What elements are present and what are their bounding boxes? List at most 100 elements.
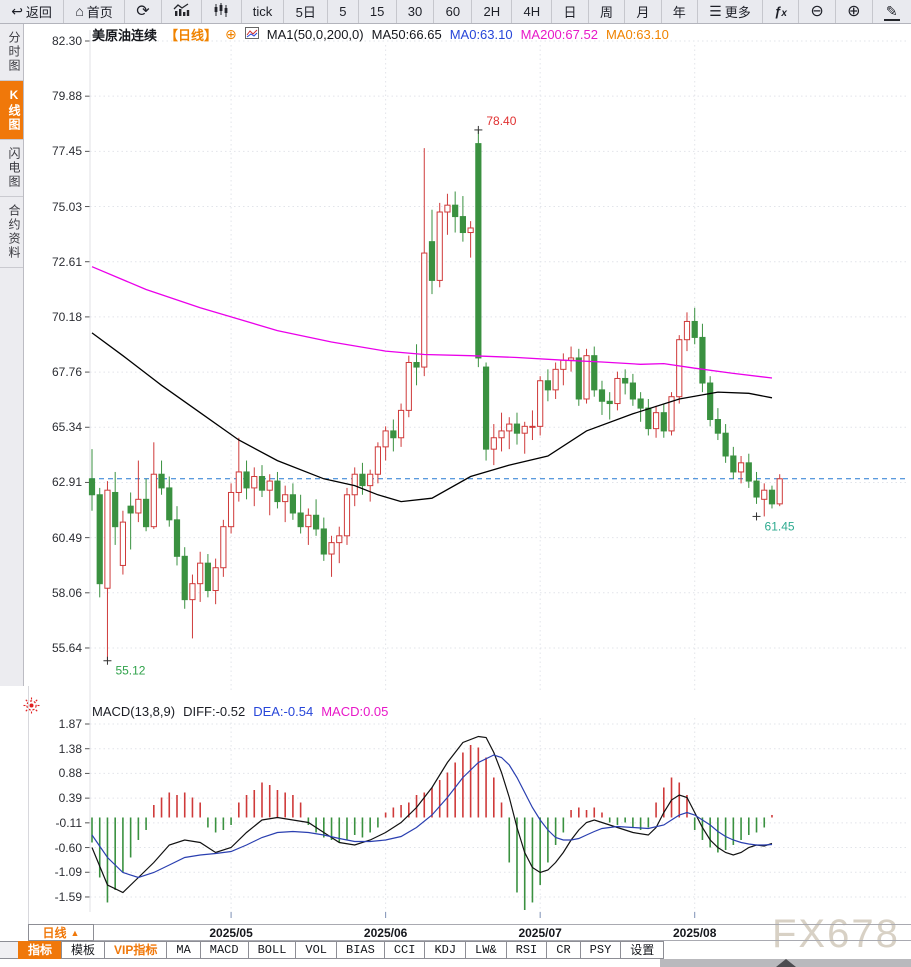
tab-BIAS[interactable]: BIAS [336,941,385,959]
tab-MA[interactable]: MA [166,941,201,959]
toolbar-button-label: tick [252,4,273,19]
bottom-scroll-strip[interactable] [660,959,911,967]
zoom-in-icon: ⊕ [847,2,861,20]
toolbar-button-period-year[interactable]: 年 [662,0,698,23]
MA200-line [91,266,773,379]
left-gutter-divider [28,686,29,924]
toolbar-button-label: 日 [563,5,577,20]
bar-chart-icon [173,3,190,20]
toolbar-button-fx[interactable]: ƒx [763,0,800,23]
toolbar-button-period-60[interactable]: 60 [434,0,473,23]
toolbar-button-label: 更多 [724,5,751,20]
draw-icon: ✎ [883,3,900,21]
toolbar-button-draw[interactable]: ✎ [873,0,911,23]
candle-chart-icon [213,3,229,20]
macd-diff-value: DIFF:-0.52 [183,703,246,719]
indicator-tab-bar: 指标 模板 VIP指标 MA MACD BOLL VOL BIAS CCI KDJ LW& RSI CR… [0,941,665,959]
svg-text:55.12: 55.12 [115,664,145,678]
period-tag: 【日线】 [165,27,218,43]
date-axis-row: 日线 ▲ [28,924,911,941]
back-icon: ↩ [11,3,23,19]
toolbar-button-period-2h[interactable]: 2H [472,0,513,23]
toolbar-button-candle-chart[interactable] [202,0,242,23]
tab-RSI[interactable]: RSI [505,941,548,959]
chart-type-icon[interactable] [244,26,259,42]
ma-settings: MA1(50,0,200,0) [266,26,364,42]
candlestick-series [88,129,783,661]
period-selector-label: 日线 [42,926,67,940]
toolbar-button-refresh[interactable]: ⟳ [125,0,162,23]
tab-bar-spacer [0,941,19,959]
add-indicator-icon[interactable]: ⊕ [225,25,237,42]
toolbar-button-more[interactable]: ☰ 更多 [698,0,763,23]
macd-macd-value: MACD:0.05 [321,703,389,719]
more-icon: ☰ [709,3,722,19]
toolbar-button-label: 首页 [86,5,113,20]
sidebar-item-contract-info[interactable]: 合约资料 [0,197,23,268]
tab-指标[interactable]: 指标 [18,941,63,959]
toolbar-button-label: 30 [407,4,423,19]
toolbar-button-tick[interactable]: tick [242,0,285,23]
toolbar-button-label: 60 [445,4,461,19]
fx-icon: ƒx [774,4,787,19]
period-dropdown-arrow: ▲ [70,927,80,938]
home-icon: ⌂ [75,3,84,19]
toolbar-button-label: 5 [339,4,347,19]
tab-CCI[interactable]: CCI [383,941,426,959]
DIFF-line [91,735,773,894]
tab-BOLL[interactable]: BOLL [247,941,297,959]
toolbar-button-home[interactable]: ⌂ 首页 [64,0,126,23]
tab-模板[interactable]: 模板 [61,941,106,959]
chart-type-sidebar: 分时图 K线图 闪电图 合约资料 [0,24,24,686]
toolbar-button-zoom-in[interactable]: ⊕ [836,0,873,23]
ma0-blue-value: MA0:63.10 [449,26,513,42]
top-toolbar: ↩ 返回 ⌂ 首页 ⟳ tick 5日 5 15 30 60 2H 4H 日周月年 ☰ 更多 ƒx ⊖ ⊕ ✎ [0,0,911,24]
toolbar-button-period-5d[interactable]: 5日 [284,0,329,23]
toolbar-button-period-week[interactable]: 周 [589,0,626,23]
tab-KDJ[interactable]: KDJ [424,941,467,959]
toolbar-button-period-15[interactable]: 15 [359,0,397,23]
sidebar-item-time-chart[interactable]: 分时图 [0,24,23,81]
toolbar-button-label: 4H [523,4,541,19]
toolbar-button-label: 返回 [25,5,52,20]
toolbar-button-label: 5日 [295,5,316,20]
tab-VIP指标[interactable]: VIP指标 [104,941,168,959]
tab-设置[interactable]: 设置 [620,941,665,959]
sidebar-item-kline-chart[interactable]: K线图 [0,81,23,140]
tab-VOL[interactable]: VOL [295,941,338,959]
price-chart-header: 美原油连续 【日线】 ⊕ MA1(50,0,200,0) MA50:66.65 … [92,25,669,43]
toolbar-button-period-30[interactable]: 30 [397,0,435,23]
indicator-settings-icon[interactable] [23,697,40,719]
ma50-value: MA50:66.65 [371,26,442,42]
period-selector[interactable]: 日线 ▲ [28,924,94,941]
MA50-line [91,332,773,503]
toolbar-button-period-4h[interactable]: 4H [512,0,553,23]
toolbar-button-label: 周 [599,5,613,20]
macd-header: MACD(13,8,9) DIFF:-0.52 DEA:-0.54 MACD:0… [92,703,388,719]
ma0-orange-value: MA0:63.10 [605,26,669,42]
macd-title: MACD(13,8,9) [92,703,176,719]
symbol-name: 美原油连续 [92,27,158,43]
tab-LW&[interactable]: LW& [465,941,507,959]
toolbar-button-label: 年 [672,5,686,20]
scroll-up-arrow[interactable] [776,959,796,967]
sidebar-item-lightning-chart[interactable]: 闪电图 [0,140,23,197]
tab-CR[interactable]: CR [546,941,581,959]
tab-PSY[interactable]: PSY [579,941,622,959]
toolbar-button-period-5[interactable]: 5 [328,0,359,23]
toolbar-button-label: 2H [483,4,501,19]
toolbar-button-label: 15 [369,4,385,19]
refresh-icon: ⟳ [136,2,150,20]
tab-MACD[interactable]: MACD [199,941,249,959]
toolbar-button-zoom-out[interactable]: ⊖ [799,0,836,23]
macd-histogram [91,744,773,910]
macd-dea-value: DEA:-0.54 [253,703,314,719]
toolbar-button-back[interactable]: ↩ 返回 [0,0,65,23]
toolbar-button-period-day[interactable]: 日 [552,0,589,23]
toolbar-button-bar-chart[interactable] [162,0,203,23]
toolbar-button-period-month[interactable]: 月 [625,0,662,23]
svg-text:78.40: 78.40 [486,114,516,128]
zoom-out-icon: ⊖ [810,2,824,20]
